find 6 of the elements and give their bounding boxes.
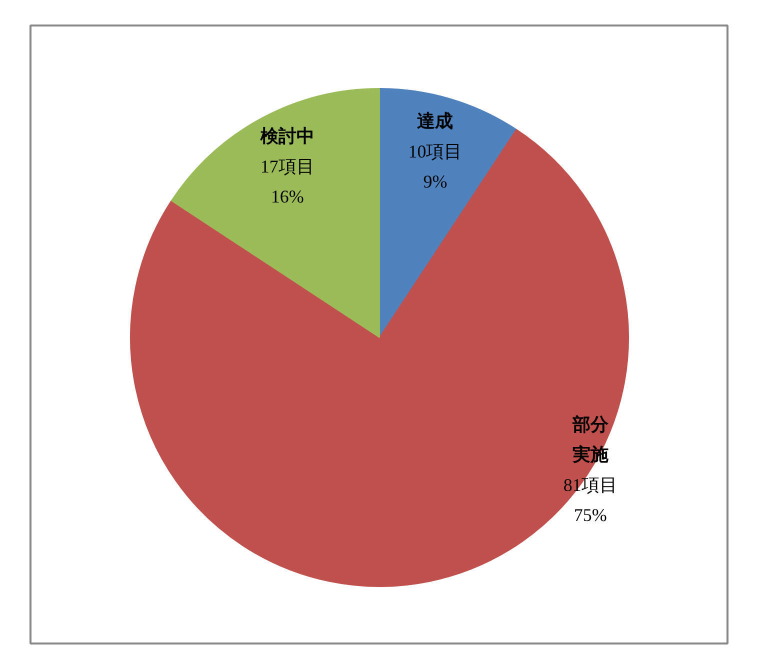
data-label: 17項目 16% bbox=[260, 156, 314, 207]
slice-label: 達成 bbox=[417, 110, 454, 132]
data-label: 10項目 9% bbox=[408, 141, 462, 192]
slice-label: 検討中 bbox=[259, 126, 314, 148]
data-label: 81項目 75% bbox=[563, 474, 618, 525]
slice-label: 部分実施 bbox=[571, 414, 610, 466]
